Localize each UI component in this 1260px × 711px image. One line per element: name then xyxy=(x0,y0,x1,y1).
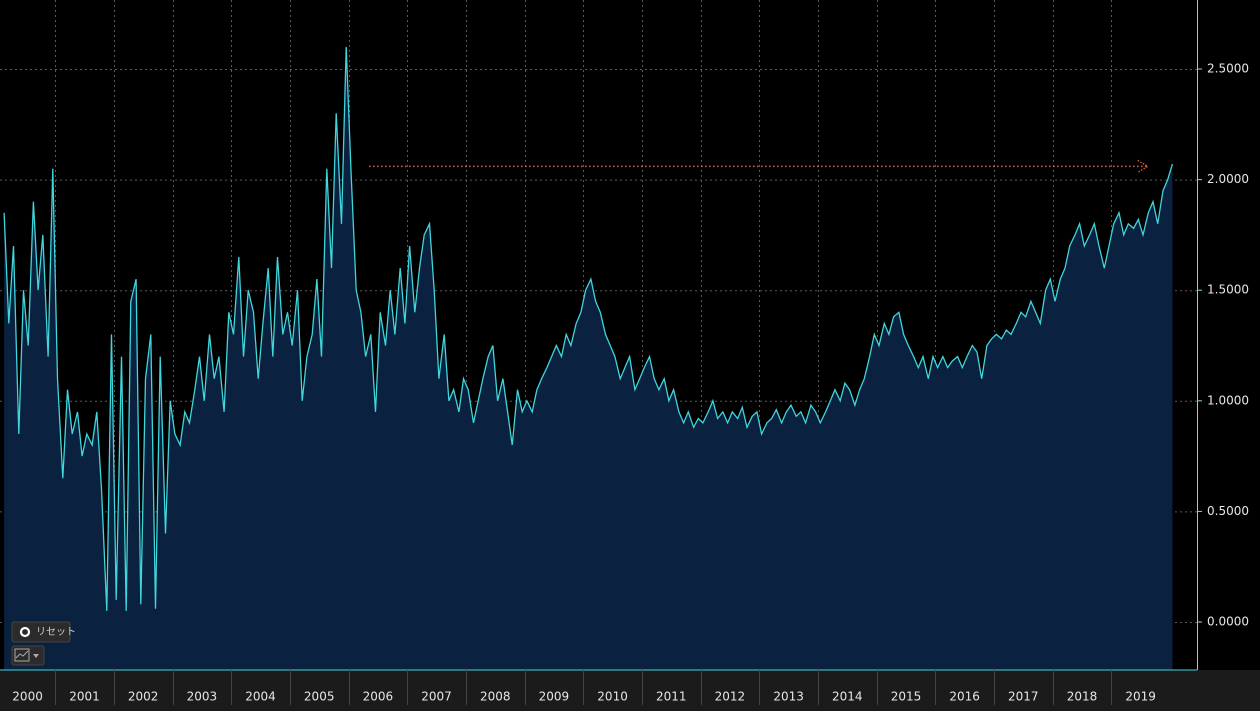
reset-icon xyxy=(19,626,31,638)
chart-type-box[interactable] xyxy=(11,645,45,666)
x-tick-label: 2001 xyxy=(69,690,100,704)
x-tick-label: 2009 xyxy=(539,690,570,704)
x-tick-label: 2007 xyxy=(421,690,452,704)
x-tick-label: 2006 xyxy=(363,690,394,704)
x-axis-band xyxy=(0,670,1260,711)
x-tick-label: 2013 xyxy=(773,690,804,704)
x-tick-label: 2011 xyxy=(656,690,687,704)
x-tick-label: 2008 xyxy=(480,690,511,704)
y-tick-label: 0.0000 xyxy=(1207,615,1249,629)
reset-button[interactable]: リセット xyxy=(11,621,76,643)
chart-type-icon-line xyxy=(15,650,29,659)
dropdown-caret xyxy=(33,654,39,658)
x-tick-label: 2016 xyxy=(949,690,980,704)
x-tick-label: 2015 xyxy=(891,690,922,704)
line xyxy=(3,46,1174,611)
area xyxy=(4,46,1173,670)
y-tick-label: 2.0000 xyxy=(1207,172,1249,186)
x-tick-label: 2018 xyxy=(1067,690,1098,704)
x-tick-label: 2010 xyxy=(597,690,628,704)
y-tick-label: 1.5000 xyxy=(1207,283,1249,297)
x-tick-label: 2005 xyxy=(304,690,335,704)
y-tick-label: 2.5000 xyxy=(1207,62,1249,76)
x-tick-label: 2000 xyxy=(12,690,43,704)
x-tick-label: 2012 xyxy=(715,690,746,704)
reset-label: リセット xyxy=(36,626,76,638)
y-tick-label: 0.5000 xyxy=(1207,504,1249,518)
chart-type-button[interactable] xyxy=(11,645,45,666)
reference-arrowhead xyxy=(1137,159,1149,173)
x-tick-label: 2004 xyxy=(245,690,276,704)
x-tick-label: 2003 xyxy=(187,690,218,704)
x-tick-label: 2002 xyxy=(128,690,159,704)
reset-button-box[interactable] xyxy=(11,621,71,643)
x-tick-label: 2014 xyxy=(832,690,863,704)
x-tick-label: 2019 xyxy=(1125,690,1156,704)
x-tick-label: 2017 xyxy=(1008,690,1039,704)
chart-type-icon xyxy=(14,648,30,662)
plot-area xyxy=(0,0,1197,670)
y-tick-label: 1.0000 xyxy=(1207,393,1249,407)
